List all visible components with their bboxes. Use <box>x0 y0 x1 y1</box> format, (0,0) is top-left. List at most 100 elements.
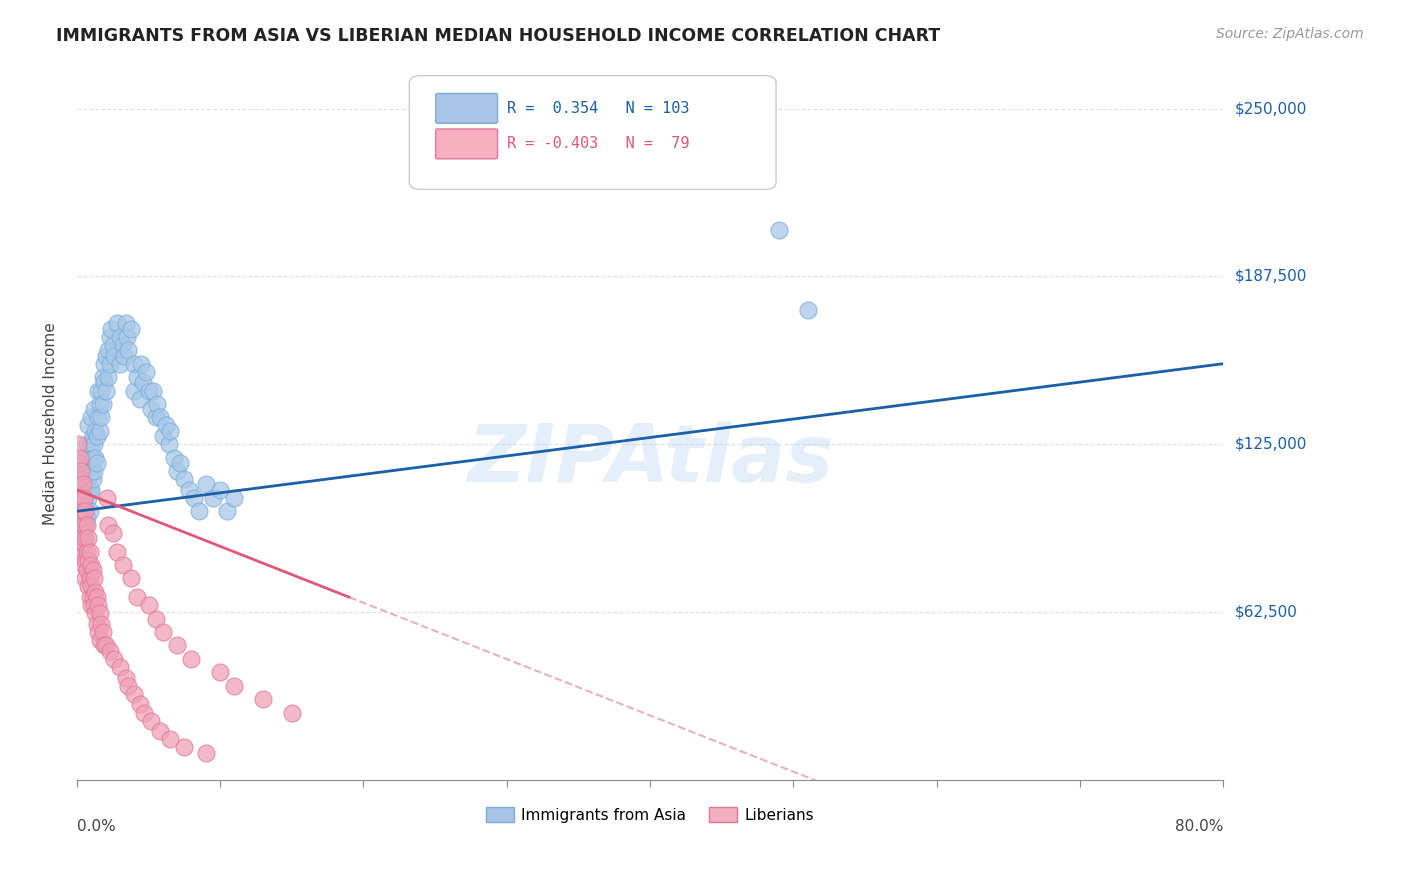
Point <box>69 483 91 497</box>
Point <box>83 598 105 612</box>
Point <box>72 517 94 532</box>
Point <box>97 517 120 532</box>
Point <box>91 370 114 384</box>
Point <box>79 571 101 585</box>
Point <box>105 317 128 331</box>
Point <box>75 504 97 518</box>
Point <box>96 491 118 505</box>
Legend: Immigrants from Asia, Liberians: Immigrants from Asia, Liberians <box>479 801 820 829</box>
Point <box>163 450 186 465</box>
Point <box>710 155 733 169</box>
Point <box>98 330 121 344</box>
Point <box>89 424 111 438</box>
Point <box>82 590 104 604</box>
FancyBboxPatch shape <box>409 76 776 189</box>
Point <box>75 552 97 566</box>
Point <box>77 531 100 545</box>
Point <box>79 504 101 518</box>
Point <box>69 472 91 486</box>
Point <box>77 552 100 566</box>
Point <box>82 429 104 443</box>
Point <box>122 357 145 371</box>
Point <box>114 317 136 331</box>
Point <box>177 483 200 497</box>
Point <box>217 504 239 518</box>
Point <box>138 384 160 398</box>
Point <box>86 617 108 632</box>
Point <box>83 464 105 478</box>
Point <box>134 706 156 720</box>
Point <box>173 740 195 755</box>
Point <box>98 644 121 658</box>
Point <box>76 509 98 524</box>
Point <box>76 517 98 532</box>
Point <box>117 343 139 358</box>
Point <box>125 370 148 384</box>
Point <box>72 504 94 518</box>
Point <box>87 384 110 398</box>
Point <box>159 732 181 747</box>
Point <box>89 633 111 648</box>
Point <box>108 357 131 371</box>
Point <box>69 536 91 550</box>
Point <box>76 437 98 451</box>
Point <box>83 402 105 417</box>
Point <box>73 536 96 550</box>
Point <box>145 612 167 626</box>
Point <box>103 349 125 363</box>
Point <box>108 330 131 344</box>
Text: $62,500: $62,500 <box>1234 605 1298 619</box>
Point <box>103 652 125 666</box>
Point <box>67 504 90 518</box>
Point <box>84 424 107 438</box>
Point <box>224 679 246 693</box>
Point <box>125 590 148 604</box>
Point <box>75 477 97 491</box>
Point <box>93 639 115 653</box>
Point <box>73 536 96 550</box>
Point <box>149 410 172 425</box>
Point <box>76 563 98 577</box>
Point <box>70 531 93 545</box>
Point <box>87 598 110 612</box>
Point <box>194 746 217 760</box>
Point <box>70 544 93 558</box>
Text: $187,500: $187,500 <box>1234 269 1306 284</box>
Text: ZIPAtlas: ZIPAtlas <box>467 421 834 499</box>
Text: 80.0%: 80.0% <box>1175 819 1223 834</box>
Point <box>180 652 202 666</box>
Point <box>132 376 155 390</box>
Point <box>93 376 115 390</box>
Point <box>69 504 91 518</box>
Point <box>70 509 93 524</box>
Point <box>159 424 181 438</box>
Point <box>100 322 122 336</box>
Point <box>149 724 172 739</box>
Point <box>111 338 134 352</box>
Point <box>142 384 165 398</box>
Point <box>75 531 97 545</box>
Point <box>76 544 98 558</box>
Point <box>80 464 103 478</box>
Point <box>252 692 274 706</box>
Point <box>173 472 195 486</box>
Point <box>169 456 191 470</box>
Point <box>94 349 117 363</box>
Point <box>166 639 188 653</box>
Point <box>94 639 117 653</box>
Point <box>91 397 114 411</box>
Point <box>97 343 120 358</box>
Point <box>69 450 91 465</box>
Point <box>115 330 138 344</box>
Point <box>141 402 163 417</box>
Point <box>93 357 115 371</box>
Point <box>80 579 103 593</box>
Point <box>108 660 131 674</box>
Point <box>281 706 304 720</box>
Point <box>83 571 105 585</box>
Point <box>79 590 101 604</box>
Point <box>70 464 93 478</box>
Point <box>72 483 94 497</box>
Point <box>183 491 205 505</box>
Point <box>79 544 101 558</box>
